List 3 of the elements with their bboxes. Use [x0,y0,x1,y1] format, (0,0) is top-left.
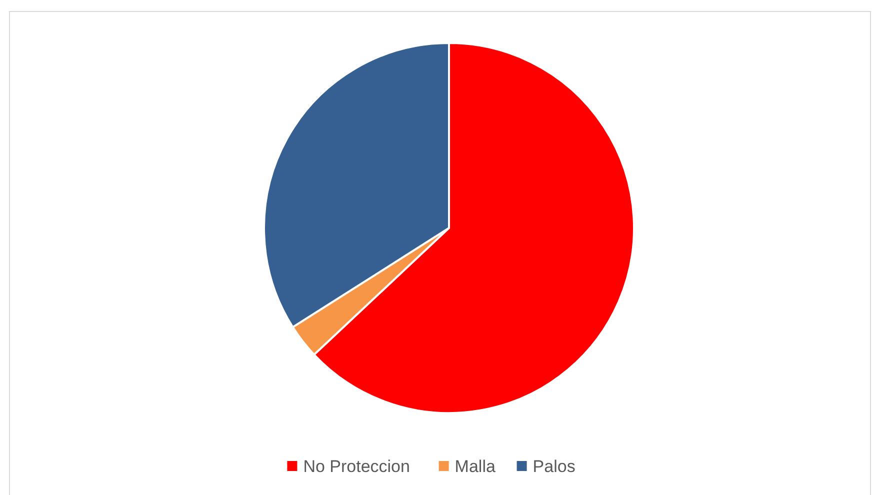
legend-label: No Proteccion [303,456,410,476]
legend-label: Malla [454,456,496,476]
legend-label: Palos [532,456,576,476]
